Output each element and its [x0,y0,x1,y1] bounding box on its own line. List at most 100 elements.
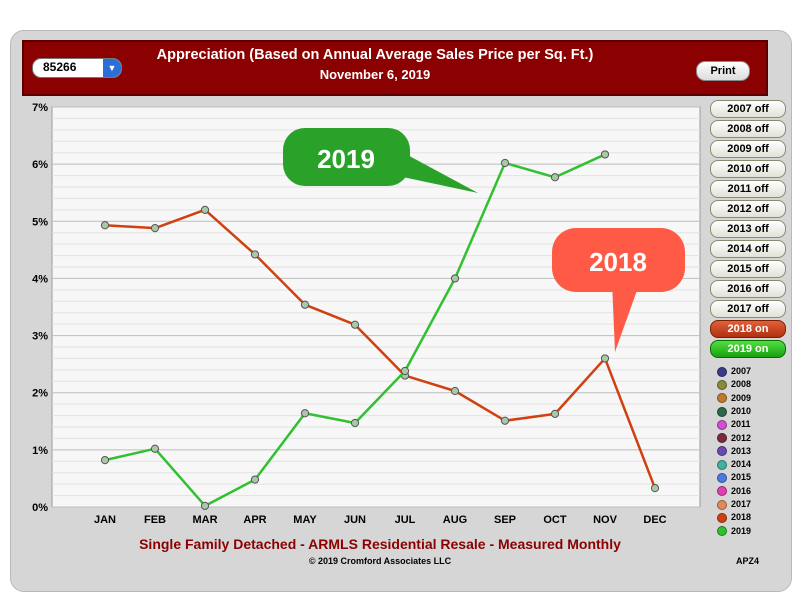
callout-pointer-2018 [612,282,640,352]
legend-item: 2013 [717,446,751,459]
y-tick-label: 4% [32,273,48,285]
year-toggle-button[interactable]: 2018 on [710,320,786,338]
legend-label: 2007 [731,366,752,376]
legend-swatch [717,446,727,457]
legend-label: 2010 [731,405,752,416]
dropdown-arrow-icon[interactable]: ▼ [103,59,121,77]
x-tick-label: JUN [344,514,366,526]
year-toggle-button[interactable]: 2007 off [710,100,786,118]
legend-label: 2014 [731,459,752,470]
data-point [500,158,510,168]
print-button[interactable]: Print [696,61,750,81]
legend-swatch [717,486,727,497]
copyright: © 2019 Cromford Associates LLC [308,556,452,566]
legend-swatch [717,379,727,390]
footer-title: Single Family Detached - ARMLS Residenti… [139,536,621,552]
x-tick-label: DEC [643,514,666,526]
x-tick-label: FEB [144,514,166,526]
data-point [350,320,360,329]
data-point [200,501,210,510]
legend-item: 2008 [717,379,751,392]
year-toggle-button[interactable]: 2011 off [710,180,786,198]
legend-swatch [717,499,727,510]
data-point [650,484,660,493]
legend-label: 2008 [731,379,752,390]
x-tick-label: JUL [395,514,416,526]
data-point [250,475,260,484]
zip-select[interactable]: 85266 ▼ [32,58,122,78]
legend-swatch [717,512,727,523]
series-line-2018 [104,208,657,489]
year-toggle-button[interactable]: 2019 on [710,340,786,358]
header-bar [22,40,768,96]
data-point [100,456,110,465]
year-toggle-button[interactable]: 2010 off [710,160,786,178]
data-point [550,173,560,182]
zip-value: 85266 [43,60,77,74]
legend-item: 2018 [717,512,751,525]
legend-swatch [717,473,727,484]
callout-label-2019: 2019 [317,144,375,174]
data-point [450,386,460,396]
year-toggle-button[interactable]: 2008 off [710,120,786,138]
legend-item: 2017 [717,499,751,512]
legend-item: 2010 [717,406,751,419]
data-point [300,300,310,309]
legend-item: 2012 [717,433,751,446]
legend-swatch [717,526,727,537]
data-point [100,221,110,230]
chart-title: Appreciation (Based on Annual Average Sa… [156,47,594,63]
x-tick-label: OCT [543,514,567,526]
x-tick-label: SEP [494,514,516,526]
y-tick-label: 0% [32,502,48,514]
x-tick-label: MAY [293,514,317,526]
y-tick-label: 7% [32,102,48,114]
legend-label: 2012 [731,432,752,443]
legend-swatch [717,406,727,417]
callout-pointer-2019 [398,152,478,193]
legend-swatch [717,393,727,404]
year-toggle-button[interactable]: 2015 off [710,260,786,278]
legend-item: 2011 [717,419,751,432]
y-tick-label: 2% [32,388,48,400]
legend-label: 2017 [731,499,752,509]
x-tick-label: NOV [593,514,618,526]
year-toggle-button[interactable]: 2016 off [710,280,786,298]
data-point [450,274,460,283]
year-toggle-button[interactable]: 2014 off [710,240,786,258]
legend-item: 2016 [717,486,751,499]
legend-label: 2019 [731,525,752,536]
data-point [150,444,160,453]
data-point [600,150,610,159]
y-tick-label: 5% [32,216,48,228]
y-tick-label: 6% [32,159,48,171]
data-point [550,409,560,418]
callout-label-2018: 2018 [589,247,647,277]
y-tick-label: 3% [32,331,48,343]
data-point [150,224,160,233]
report-code: APZ4 [736,556,760,566]
legend-item: 2014 [717,459,751,472]
legend-label: 2015 [731,472,752,483]
data-point [200,205,210,214]
legend-item: 2019 [717,526,751,539]
legend-label: 2018 [731,512,752,523]
year-toggle-button[interactable]: 2013 off [710,220,786,238]
legend-label: 2013 [731,445,752,456]
callout-2018 [552,228,685,292]
x-tick-label: JAN [94,514,116,526]
y-tick-label: 1% [32,445,48,457]
year-toggle-button[interactable]: 2009 off [710,140,786,158]
legend-item: 2007 [717,366,751,379]
legend-item: 2015 [717,472,751,485]
legend-label: 2009 [731,392,752,403]
callout-2019 [283,128,410,186]
x-tick-label: MAR [192,514,217,526]
data-point [300,409,310,418]
year-toggle-button[interactable]: 2017 off [710,300,786,318]
data-point [400,366,410,376]
legend-swatch [717,459,727,470]
year-toggle-button[interactable]: 2012 off [710,200,786,218]
legend-swatch [717,419,727,430]
